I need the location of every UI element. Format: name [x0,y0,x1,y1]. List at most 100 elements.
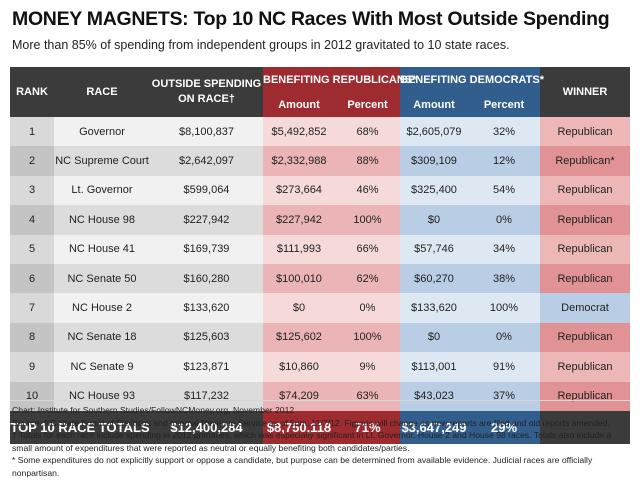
totals-rep-percent: 71% [335,410,400,444]
table-row: 5 NC House 41 $169,739 $111,993 66% $57,746 34… [10,234,630,264]
chart-subtitle: More than 85% of spending from independe… [12,38,510,52]
cell-winner: Republican [540,117,630,147]
cell-rank: 8 [10,322,54,353]
cell-rep-amount: $227,942 [263,205,335,235]
cell-outside-spending: $227,942 [150,205,263,235]
cell-outside-spending: $125,603 [150,322,263,353]
table-row: 9 NC Senate 9 $123,871 $10,860 9% $113,001 91%… [10,352,630,382]
cell-rep-amount: $125,602 [263,322,335,353]
cell-outside-spending: $117,232 [150,381,263,411]
cell-rep-amount: $0 [263,293,335,323]
cell-dem-amount: $2,605,079 [400,117,468,147]
table-row: 1 Governor $8,100,837 $5,492,852 68% $2,605,0… [10,117,630,147]
cell-rank: 1 [10,117,54,147]
cell-outside-spending: $123,871 [150,352,263,382]
cell-winner: Democrat [540,293,630,323]
table-body: 1 Governor $8,100,837 $5,492,852 68% $2,605,0… [10,117,630,411]
cell-race: NC Senate 18 [54,322,150,353]
spending-table: RANK RACE OUTSIDE SPENDING ON RACE† BENE… [10,67,630,444]
header-outside-line1: OUTSIDE SPENDING [151,78,262,90]
totals-label: TOP 10 RACE TOTALS [10,410,150,444]
header-benefiting-republicans: BENEFITING REPUBLICANS* [263,67,416,93]
cell-race: Lt. Governor [54,175,150,206]
table-row: 7 NC House 2 $133,620 $0 0% $133,620 100% Democ… [10,293,630,323]
cell-rep-amount: $111,993 [263,234,335,264]
cell-race: NC Supreme Court [54,146,150,176]
cell-dem-amount: $325,400 [400,175,468,206]
cell-dem-percent: 0% [468,322,540,353]
cell-rank: 2 [10,146,54,176]
table-row: 2 NC Supreme Court $2,642,097 $2,332,988 88%… [10,146,630,176]
footnotes: Chart: Institute for Southern Studies/Fo… [12,404,622,480]
cell-dem-amount: $133,620 [400,293,468,323]
cell-rep-percent: 62% [335,263,400,294]
cell-dem-percent: 100% [468,293,540,323]
cell-rep-amount: $2,332,988 [263,146,335,176]
cell-rep-percent: 66% [335,234,400,264]
cell-race: NC Senate 50 [54,263,150,294]
cell-rank: 10 [10,381,54,411]
cell-winner: Republican [540,381,630,411]
cell-rank: 6 [10,263,54,294]
header-rank: RANK [10,67,54,117]
cell-rep-amount: $10,860 [263,352,335,382]
cell-dem-amount: $57,746 [400,234,468,264]
cell-dem-amount: $113,001 [400,352,468,382]
cell-rep-percent: 100% [335,322,400,353]
cell-dem-percent: 91% [468,352,540,382]
totals-row: TOP 10 RACE TOTALS $12,400,284 $8,750,11… [10,410,630,444]
cell-winner: Republican [540,352,630,382]
cell-dem-amount: $309,109 [400,146,468,176]
cell-rep-percent: 68% [335,117,400,147]
cell-race: Governor [54,117,150,147]
cell-rank: 5 [10,234,54,264]
header-rep-amount: Amount [263,93,335,117]
cell-rep-amount: $5,492,852 [263,117,335,147]
cell-dem-percent: 32% [468,117,540,147]
table-row: 6 NC Senate 50 $160,280 $100,010 62% $60,270 3… [10,263,630,294]
cell-winner: Republican [540,234,630,264]
cell-dem-percent: 0% [468,205,540,235]
cell-dem-percent: 12% [468,146,540,176]
totals-dem-amount: $3,647,249 [400,410,468,444]
cell-dem-percent: 34% [468,234,540,264]
cell-outside-spending: $169,739 [150,234,263,264]
cell-race: NC House 93 [54,381,150,411]
cell-winner: Republican* [540,146,630,176]
table-row: 10 NC House 93 $117,232 $74,209 63% $43,023 37… [10,381,630,411]
header-row-1: RANK RACE OUTSIDE SPENDING ON RACE† BENE… [10,67,630,117]
totals-dem-percent: 29% [468,410,540,444]
cell-outside-spending: $133,620 [150,293,263,323]
cell-rep-amount: $273,664 [263,175,335,206]
chart-title: MONEY MAGNETS: Top 10 NC Races With Most… [12,8,610,30]
cell-outside-spending: $160,280 [150,263,263,294]
cell-rep-amount: $100,010 [263,263,335,294]
note-chart-credit: Chart: Institute for Southern Studies/Fo… [12,405,295,415]
cell-winner: Republican [540,205,630,235]
cell-rep-percent: 46% [335,175,400,206]
divider [10,400,630,401]
header-outside-spending: OUTSIDE SPENDING ON RACE† [150,67,263,117]
cell-rep-percent: 9% [335,352,400,382]
cell-outside-spending: $8,100,837 [150,117,263,147]
cell-rank: 9 [10,352,54,382]
cell-winner: Republican [540,175,630,206]
cell-rep-percent: 100% [335,205,400,235]
note-source: Source: NC State Board of Elections and … [12,417,610,428]
header-rep-percent: Percent [335,93,400,117]
cell-winner: Republican [540,322,630,353]
header-dem-amount: Amount [400,93,468,117]
cell-dem-percent: 38% [468,263,540,294]
table-row: 3 Lt. Governor $599,064 $273,664 46% $325,400… [10,175,630,206]
header-winner: WINNER [540,67,630,117]
header-outside-line2: ON RACE† [178,93,235,105]
note-asterisk: * Some expenditures do not explicitly su… [12,455,593,478]
totals-rep-amount: $8,750,118 [263,410,335,444]
cell-race: NC House 98 [54,205,150,235]
totals-outside: $12,400,284 [150,410,263,444]
cell-race: NC House 2 [54,293,150,323]
cell-rep-percent: 63% [335,381,400,411]
header-row-2: Amount Percent Amount Percent [10,93,630,117]
cell-rep-percent: 88% [335,146,400,176]
cell-winner: Republican [540,263,630,294]
